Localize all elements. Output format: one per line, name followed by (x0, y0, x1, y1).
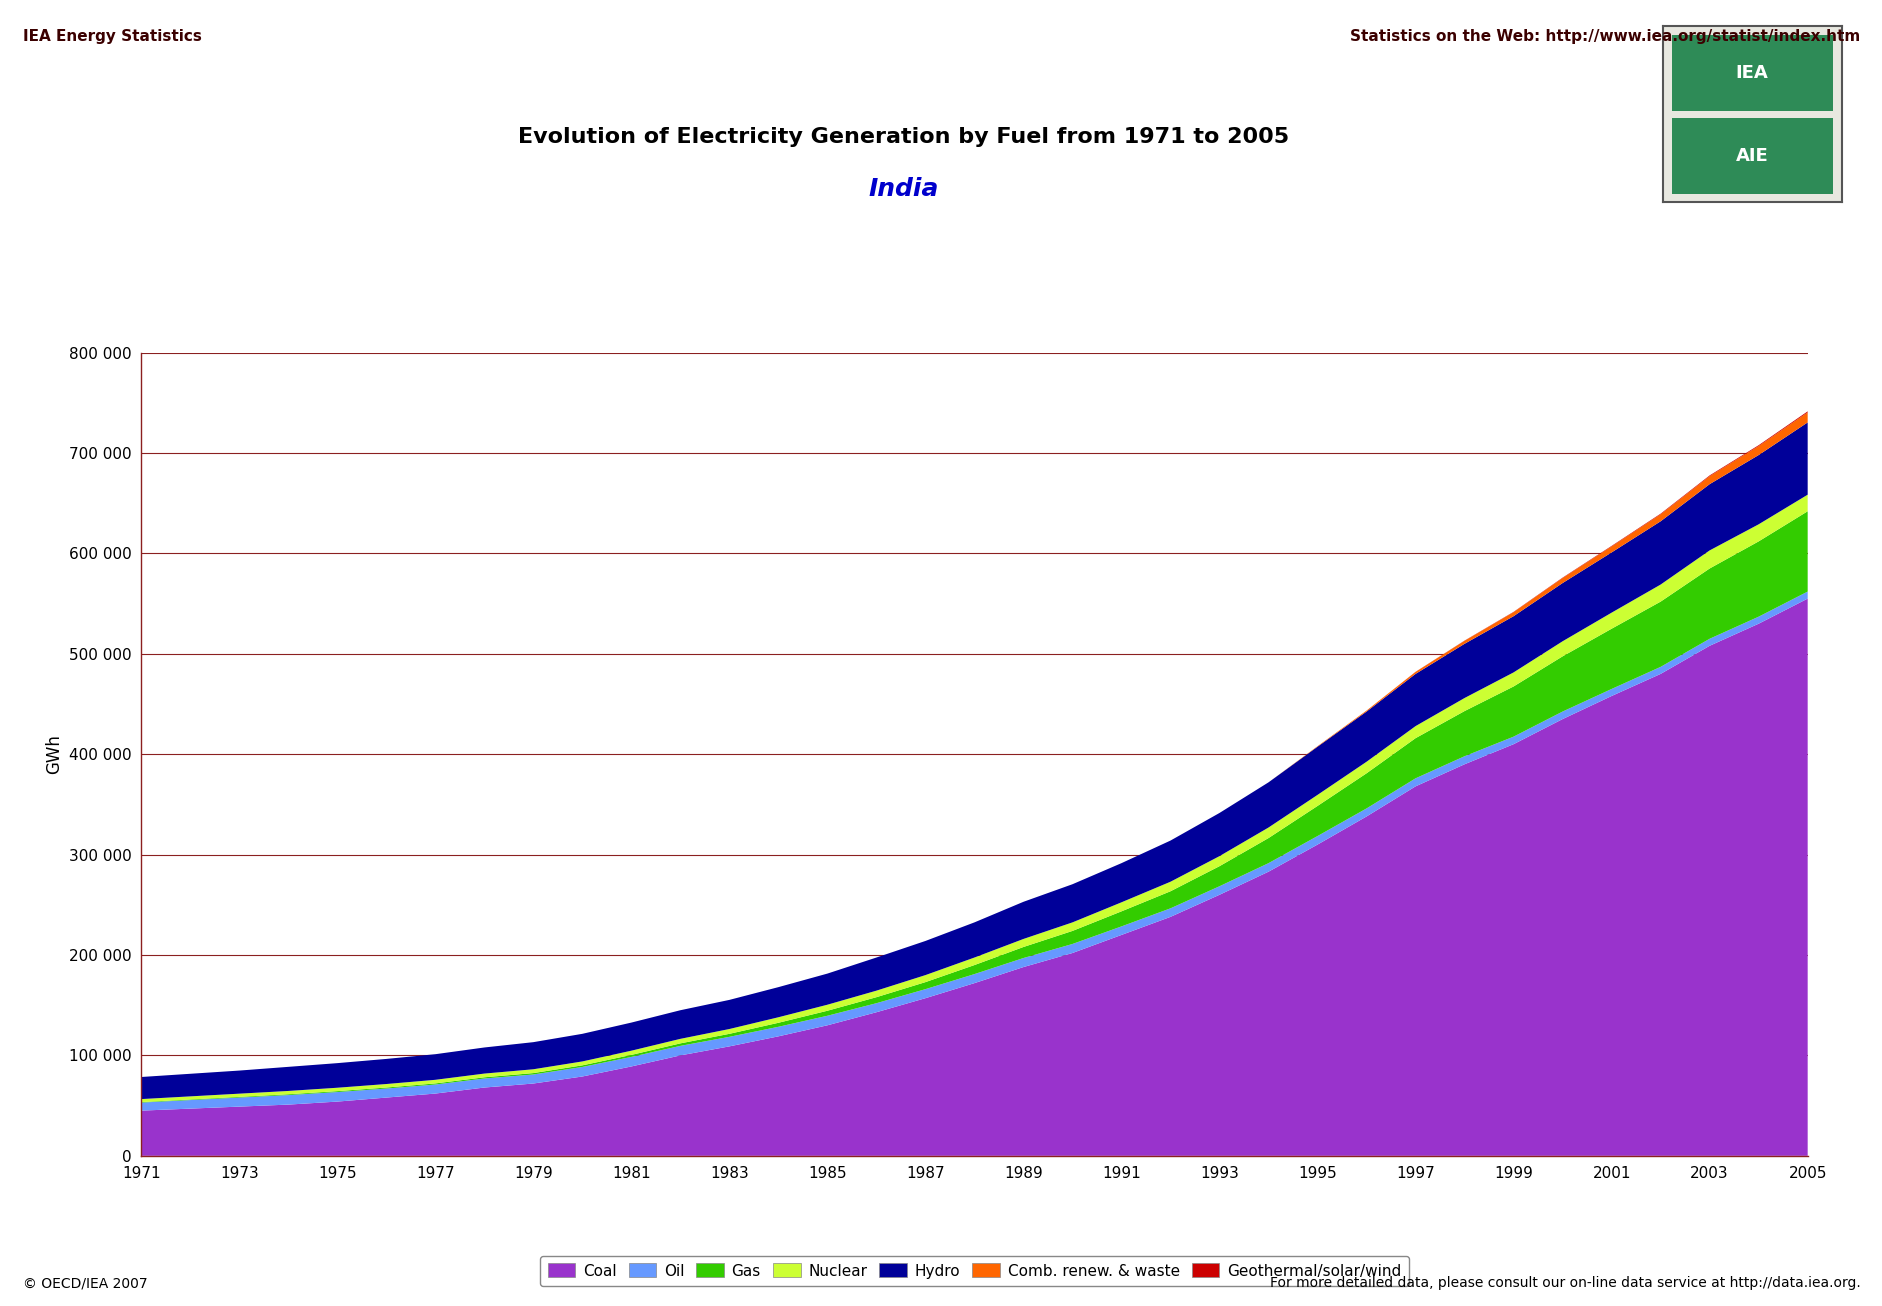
Text: IEA: IEA (1735, 64, 1767, 82)
Y-axis label: GWh: GWh (45, 734, 64, 774)
Text: India: India (868, 178, 939, 201)
Text: Statistics on the Web: http://www.iea.org/statist/index.htm: Statistics on the Web: http://www.iea.or… (1349, 29, 1859, 43)
FancyBboxPatch shape (1671, 118, 1831, 193)
Text: For more detailed data, please consult our on-line data service at http://data.i: For more detailed data, please consult o… (1268, 1276, 1859, 1290)
Text: Evolution of Electricity Generation by Fuel from 1971 to 2005: Evolution of Electricity Generation by F… (518, 127, 1289, 148)
Text: AIE: AIE (1735, 146, 1767, 165)
Legend: Coal, Oil, Gas, Nuclear, Hydro, Comb. renew. & waste, Geothermal/solar/wind: Coal, Oil, Gas, Nuclear, Hydro, Comb. re… (540, 1256, 1408, 1286)
Text: © OECD/IEA 2007: © OECD/IEA 2007 (23, 1276, 147, 1290)
Text: IEA Energy Statistics: IEA Energy Statistics (23, 29, 201, 43)
FancyBboxPatch shape (1671, 35, 1831, 111)
